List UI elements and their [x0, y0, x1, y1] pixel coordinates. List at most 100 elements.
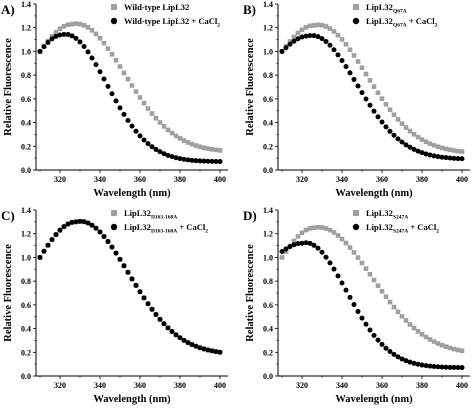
- data-point-circle: [41, 248, 47, 254]
- data-point-square: [319, 22, 325, 28]
- data-point-square: [359, 65, 365, 71]
- data-point-circle: [157, 316, 163, 322]
- data-point-square: [415, 329, 421, 334]
- data-point-square: [291, 34, 297, 40]
- data-point-square: [411, 131, 417, 137]
- data-point-circle: [343, 64, 349, 70]
- data-point-circle: [459, 156, 465, 162]
- data-point-circle: [153, 312, 159, 318]
- data-point-circle: [411, 360, 417, 366]
- data-point-square: [439, 342, 445, 348]
- data-point-circle: [97, 229, 103, 235]
- data-point-square: [399, 314, 405, 319]
- data-point-circle: [209, 158, 215, 164]
- data-point-circle: [153, 146, 159, 152]
- data-point-circle: [307, 240, 313, 246]
- data-point-circle: [327, 42, 333, 48]
- data-point-square: [49, 33, 55, 39]
- x-tick-label: 400: [214, 381, 226, 390]
- data-point-circle: [451, 364, 457, 370]
- data-point-square: [109, 51, 115, 57]
- data-point-circle: [185, 340, 191, 346]
- data-point-circle: [347, 294, 353, 300]
- legend-label: LipL32D163-168A + CaCl2: [124, 222, 208, 235]
- data-point-square: [117, 64, 123, 69]
- series-1: [37, 21, 223, 153]
- data-point-circle: [371, 108, 377, 114]
- data-point-circle: [331, 47, 337, 53]
- data-point-square: [327, 227, 333, 233]
- data-point-square: [153, 115, 159, 121]
- data-point-circle: [57, 32, 63, 38]
- data-point-circle: [197, 345, 203, 351]
- data-point-circle: [299, 34, 305, 40]
- series-2: [37, 31, 223, 165]
- data-point-circle: [133, 282, 139, 288]
- data-point-circle: [105, 83, 111, 89]
- data-point-square: [315, 224, 321, 230]
- data-point-square: [459, 348, 465, 354]
- x-axis-title: Wavelength (nm): [93, 394, 171, 405]
- data-point-circle: [45, 242, 51, 248]
- data-point-circle: [169, 154, 175, 160]
- data-point-square: [93, 31, 99, 37]
- data-point-square: [217, 148, 223, 153]
- data-point-square: [279, 255, 285, 260]
- data-point-square: [423, 334, 429, 340]
- data-point-circle: [121, 263, 127, 269]
- y-tick-label: 0.0: [263, 166, 273, 175]
- y-tick-label: 0.2: [21, 142, 31, 151]
- data-point-circle: [291, 38, 297, 44]
- data-point-square: [347, 47, 353, 53]
- data-point-circle: [411, 146, 417, 152]
- data-point-square: [61, 23, 67, 29]
- data-point-square: [395, 117, 401, 122]
- data-point-square: [351, 250, 357, 255]
- data-point-circle: [197, 158, 203, 164]
- data-point-square: [319, 225, 325, 230]
- data-point-circle: [37, 254, 43, 260]
- y-tick-label: 0.8: [263, 277, 273, 286]
- data-point-square: [299, 230, 305, 236]
- data-point-circle: [81, 219, 87, 225]
- x-tick-label: 400: [456, 175, 468, 184]
- y-tick-label: 1.0: [21, 47, 31, 56]
- data-point-square: [443, 146, 449, 152]
- data-point-circle: [283, 246, 289, 252]
- data-point-circle: [181, 337, 187, 343]
- data-point-square: [77, 21, 83, 27]
- legend-label: Wild-type LipL32 + CaCl2: [124, 16, 220, 29]
- data-point-square: [283, 249, 289, 254]
- data-point-circle: [455, 365, 461, 371]
- data-point-circle: [443, 364, 449, 370]
- data-point-square: [439, 145, 445, 151]
- x-tick-label: 360: [376, 381, 388, 390]
- data-point-circle: [315, 245, 321, 251]
- data-point-circle: [419, 150, 425, 156]
- y-axis-title: Relative Fluorescence: [3, 244, 14, 342]
- data-point-circle: [201, 158, 207, 164]
- data-point-circle: [133, 128, 139, 134]
- data-point-circle: [311, 33, 317, 39]
- legend-marker-square: [353, 210, 359, 216]
- data-point-circle: [61, 31, 67, 37]
- data-point-circle: [93, 225, 99, 231]
- data-point-circle: [145, 301, 151, 307]
- data-point-square: [383, 294, 389, 300]
- data-point-square: [331, 29, 337, 34]
- data-point-circle: [427, 363, 433, 369]
- panel-3: C) 0.0 0.2 0.4 0.6 0.8 1.0 1.2 1.4 320 340 360 380 40…: [1, 206, 228, 405]
- data-point-circle: [69, 219, 75, 225]
- data-point-square: [53, 29, 59, 35]
- data-point-square: [447, 345, 453, 351]
- data-point-square: [407, 128, 413, 134]
- data-point-circle: [117, 105, 123, 111]
- y-tick-label: 0.0: [21, 166, 31, 175]
- data-point-square: [57, 26, 63, 32]
- data-point-square: [145, 106, 151, 111]
- data-point-circle: [65, 221, 71, 227]
- data-point-square: [157, 120, 163, 125]
- data-point-square: [367, 272, 373, 277]
- data-point-circle: [181, 156, 187, 162]
- data-point-circle: [291, 242, 297, 248]
